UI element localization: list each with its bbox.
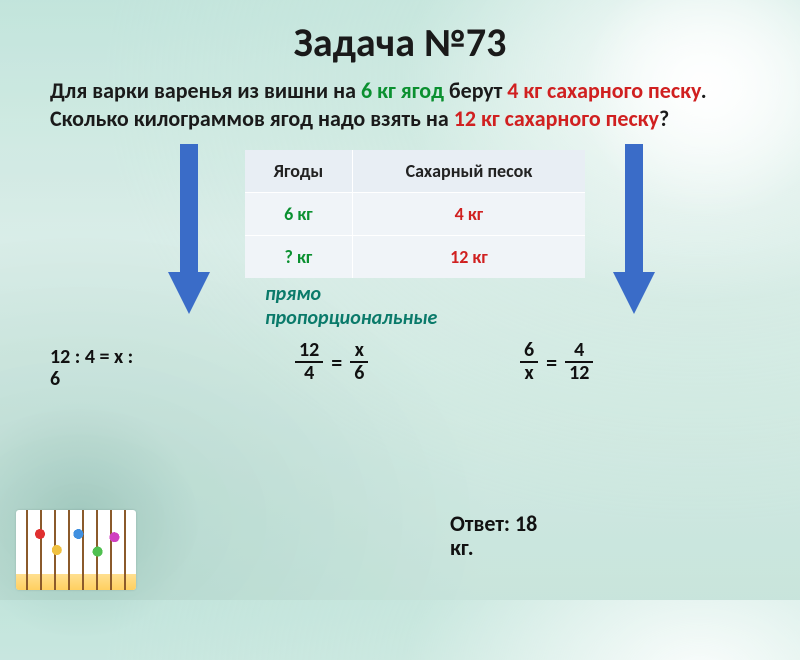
proportion-label-2: пропорциональные	[265, 306, 437, 330]
decorative-thumbnail	[16, 510, 136, 590]
table-cell-r2c2: 12 кг	[352, 236, 585, 279]
frac-2b: 4 12	[565, 340, 593, 384]
frac-2b-top: 4	[570, 340, 588, 361]
equation-plain-line1: 12 : 4 = х :	[50, 346, 210, 368]
table-cell-r1c1: 6 кг	[245, 193, 352, 236]
frac-1b-top: х	[351, 340, 368, 361]
frac-2b-bot: 12	[565, 363, 593, 384]
problem-t2: берут	[444, 77, 507, 104]
frac-1b: х 6	[350, 340, 368, 384]
frac-2a-top: 6	[520, 340, 538, 361]
arrow-left	[160, 138, 220, 318]
problem-v1: 6 кг ягод	[361, 77, 444, 104]
frac-2a-bot: х	[520, 363, 537, 384]
answer: Ответ: 18 кг.	[450, 512, 537, 560]
table-cell-r2c1: ? кг	[245, 236, 352, 279]
frac-1b-bot: 6	[350, 363, 368, 384]
data-table: Ягоды Сахарный песок 6 кг 4 кг ? кг 12 к…	[245, 150, 585, 278]
equation-frac-2: 6 х = 4 12	[520, 340, 593, 384]
eq-sign-1: =	[331, 349, 342, 376]
equation-frac-1: 12 4 = х 6	[295, 340, 368, 384]
problem-v3: 12 кг сахарного песку	[454, 105, 659, 132]
table-header-2: Сахарный песок	[352, 150, 585, 193]
proportion-label-1: прямо	[265, 282, 437, 306]
frac-1a-top: 12	[295, 340, 323, 361]
frac-2a: 6 х	[520, 340, 538, 384]
frac-1a-bot: 4	[300, 363, 318, 384]
problem-t4: ?	[659, 105, 669, 132]
answer-line1: Ответ: 18	[450, 510, 537, 537]
problem-v2: 4 кг сахарного песку	[507, 77, 700, 104]
frac-1a: 12 4	[295, 340, 323, 384]
equations-row: 12 : 4 = х : 6 12 4 = х 6 6 х =	[50, 340, 750, 430]
mid-row: Ягоды Сахарный песок 6 кг 4 кг ? кг 12 к…	[50, 138, 750, 328]
equation-plain: 12 : 4 = х : 6	[50, 346, 210, 390]
task-title: Задача №73	[50, 18, 750, 67]
problem-text: Для варки варенья из вишни на 6 кг ягод …	[50, 77, 750, 132]
table-cell-r1c2: 4 кг	[352, 193, 585, 236]
eq-sign-2: =	[546, 349, 557, 376]
arrow-right	[605, 138, 665, 318]
equation-plain-line2: 6	[50, 368, 210, 390]
answer-line2: кг.	[450, 534, 474, 561]
table-header-1: Ягоды	[245, 150, 352, 193]
proportion-label: прямо пропорциональные	[265, 282, 437, 330]
problem-t1: Для варки варенья из вишни на	[50, 77, 361, 104]
